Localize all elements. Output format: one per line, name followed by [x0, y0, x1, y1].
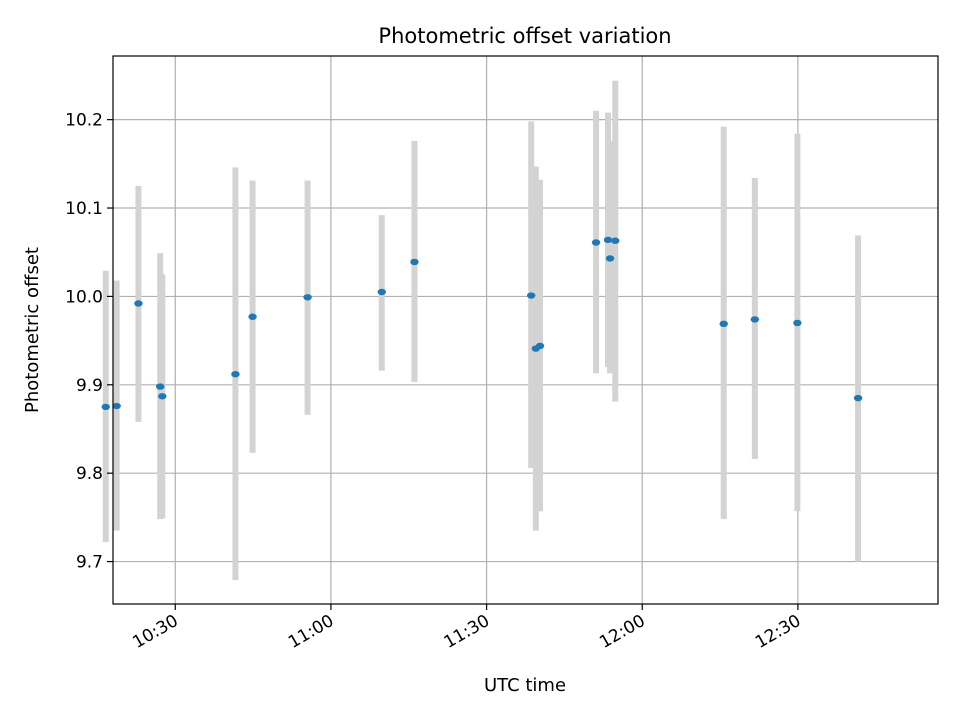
data-point: [134, 300, 143, 307]
data-point: [793, 319, 802, 327]
data-point: [611, 237, 620, 244]
x-axis-label: UTC time: [484, 675, 566, 696]
y-axis-ticks: 9.7 9.8 9.9 10.0 10.1 10.2: [65, 111, 113, 573]
chart-title: Photometric offset variation: [378, 24, 671, 48]
data-point: [101, 403, 110, 411]
y-axis-label: Photometric offset: [22, 247, 43, 413]
y-tick-label: 9.7: [76, 553, 103, 573]
data-points: [101, 236, 863, 411]
data-point: [719, 320, 728, 328]
data-point: [591, 239, 601, 246]
data-point: [112, 402, 121, 410]
data-point: [526, 292, 536, 299]
data-point: [853, 394, 863, 402]
data-point: [603, 236, 613, 244]
axes-frame: [112, 55, 939, 605]
data-point: [156, 383, 165, 390]
y-tick-label: 10.0: [65, 287, 103, 307]
data-point: [410, 258, 419, 266]
data-point: [605, 255, 615, 262]
data-point: [535, 342, 545, 350]
data-point: [303, 294, 312, 301]
data-point: [750, 316, 760, 323]
y-tick-label: 10.2: [65, 111, 103, 131]
data-point: [377, 288, 386, 296]
y-tick-label: 9.8: [76, 464, 103, 484]
y-tick-label: 9.9: [76, 376, 103, 396]
y-tick-label: 10.1: [65, 199, 103, 219]
data-point: [231, 370, 240, 378]
data-point: [158, 393, 167, 400]
data-point: [248, 313, 257, 320]
